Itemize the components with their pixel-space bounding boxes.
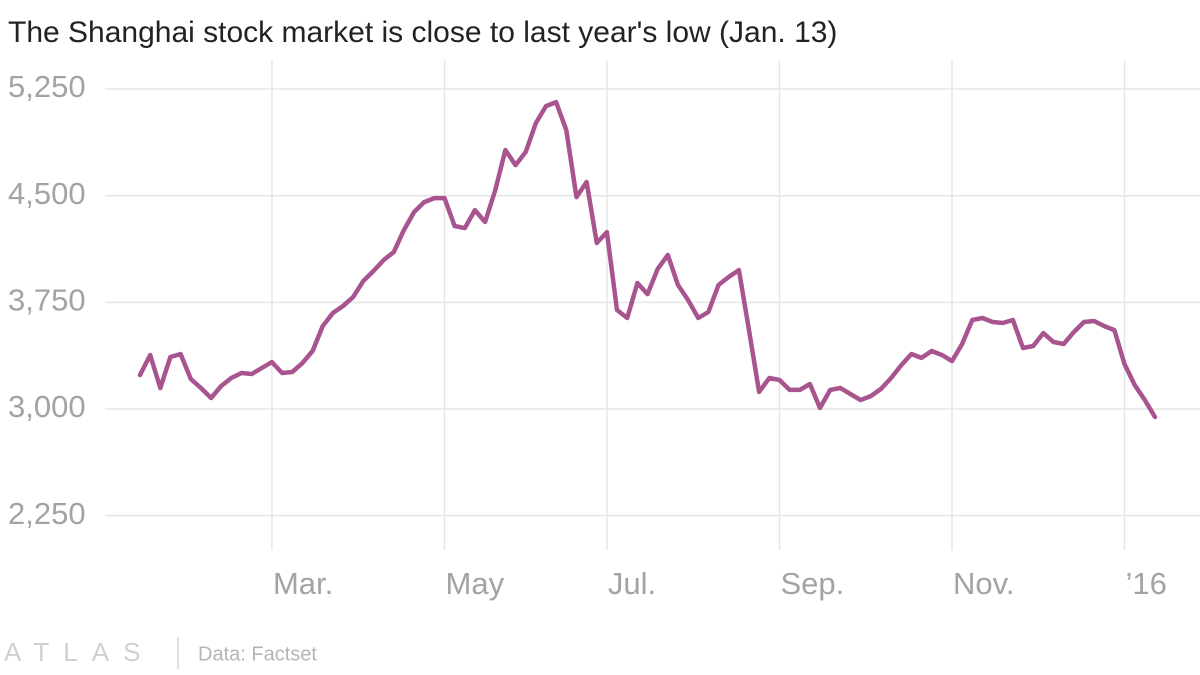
y-tick-label: 3,000 (8, 389, 86, 424)
x-tick-label: Sep. (780, 566, 844, 601)
x-tick-label: May (446, 566, 505, 601)
x-tick-label: ’16 (1126, 566, 1167, 601)
data-line (137, 99, 1158, 420)
chart-title: The Shanghai stock market is close to la… (8, 16, 837, 49)
x-tick-label: Mar. (273, 566, 333, 601)
y-tick-label: 5,250 (8, 69, 86, 104)
y-tick-label: 2,250 (8, 496, 86, 531)
y-tick-label: 3,750 (8, 283, 86, 318)
y-tick-label: 4,500 (8, 176, 86, 211)
source-note: Data: Factset (198, 643, 317, 665)
x-tick-label: Nov. (953, 566, 1014, 601)
x-tick-label: Jul. (608, 566, 656, 601)
brand-logo: ATLAS (4, 637, 154, 667)
